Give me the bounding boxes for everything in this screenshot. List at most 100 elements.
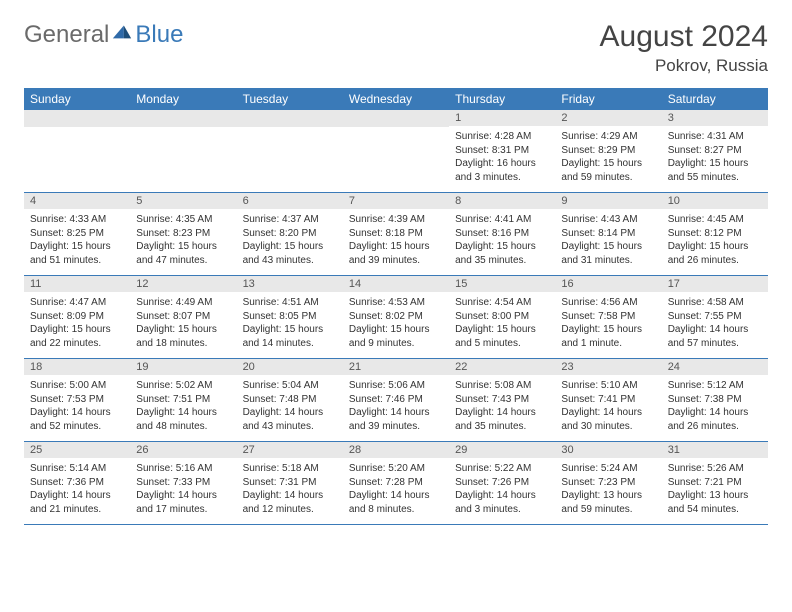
calendar-day-cell: 13Sunrise: 4:51 AMSunset: 8:05 PMDayligh… [237,276,343,359]
sunset-text: Sunset: 8:09 PM [30,310,124,324]
day-content: Sunrise: 4:45 AMSunset: 8:12 PMDaylight:… [662,209,768,275]
sunset-text: Sunset: 8:23 PM [136,227,230,241]
calendar-day-cell: 9Sunrise: 4:43 AMSunset: 8:14 PMDaylight… [555,193,661,276]
calendar-day-cell: 3 Sunrise: 4:31 AMSunset: 8:27 PMDaylight… [662,110,768,193]
day-content: Sunrise: 5:24 AMSunset: 7:23 PMDaylight:… [555,458,661,524]
daylight-text: Daylight: 15 hours and 35 minutes. [455,240,549,267]
day-number: 31 [662,442,768,458]
day-content [130,127,236,185]
day-number: 3 [662,110,768,126]
logo-icon [111,20,133,49]
sunset-text: Sunset: 7:53 PM [30,393,124,407]
calendar-day-cell: 20Sunrise: 5:04 AMSunset: 7:48 PMDayligh… [237,359,343,442]
sunrise-text: Sunrise: 4:31 AM [668,130,762,144]
day-content: Sunrise: 4:54 AMSunset: 8:00 PMDaylight:… [449,292,555,358]
day-content: Sunrise: 5:12 AMSunset: 7:38 PMDaylight:… [662,375,768,441]
day-content: Sunrise: 4:43 AMSunset: 8:14 PMDaylight:… [555,209,661,275]
sunset-text: Sunset: 7:33 PM [136,476,230,490]
sunset-text: Sunset: 7:41 PM [561,393,655,407]
daylight-text: Daylight: 14 hours and 52 minutes. [30,406,124,433]
sunrise-text: Sunrise: 5:00 AM [30,379,124,393]
daylight-text: Daylight: 15 hours and 9 minutes. [349,323,443,350]
calendar-day-cell: 21Sunrise: 5:06 AMSunset: 7:46 PMDayligh… [343,359,449,442]
sunset-text: Sunset: 8:12 PM [668,227,762,241]
sunrise-text: Sunrise: 4:33 AM [30,213,124,227]
day-content [24,127,130,185]
day-number: 17 [662,276,768,292]
day-header: Thursday [449,88,555,110]
calendar-day-cell: 19Sunrise: 5:02 AMSunset: 7:51 PMDayligh… [130,359,236,442]
calendar-day-cell [24,110,130,193]
day-content: Sunrise: 5:04 AMSunset: 7:48 PMDaylight:… [237,375,343,441]
sunrise-text: Sunrise: 5:16 AM [136,462,230,476]
day-number: 4 [24,193,130,209]
day-content: Sunrise: 4:33 AMSunset: 8:25 PMDaylight:… [24,209,130,275]
sunset-text: Sunset: 8:00 PM [455,310,549,324]
daylight-text: Daylight: 15 hours and 47 minutes. [136,240,230,267]
calendar-day-cell: 5Sunrise: 4:35 AMSunset: 8:23 PMDaylight… [130,193,236,276]
day-content: Sunrise: 4:39 AMSunset: 8:18 PMDaylight:… [343,209,449,275]
day-number: 21 [343,359,449,375]
title-block: August 2024 Pokrov, Russia [600,20,768,76]
calendar-day-cell: 11Sunrise: 4:47 AMSunset: 8:09 PMDayligh… [24,276,130,359]
sunset-text: Sunset: 7:36 PM [30,476,124,490]
logo-text-general: General [24,21,109,49]
calendar-week-row: 25Sunrise: 5:14 AMSunset: 7:36 PMDayligh… [24,442,768,525]
day-number [343,110,449,127]
day-number [237,110,343,127]
daylight-text: Daylight: 14 hours and 48 minutes. [136,406,230,433]
sunrise-text: Sunrise: 4:56 AM [561,296,655,310]
sunset-text: Sunset: 8:31 PM [455,144,549,158]
sunset-text: Sunset: 7:43 PM [455,393,549,407]
day-header: Saturday [662,88,768,110]
daylight-text: Daylight: 15 hours and 14 minutes. [243,323,337,350]
sunset-text: Sunset: 8:14 PM [561,227,655,241]
daylight-text: Daylight: 15 hours and 55 minutes. [668,157,762,184]
day-content: Sunrise: 4:56 AMSunset: 7:58 PMDaylight:… [555,292,661,358]
calendar-day-cell [237,110,343,193]
sunrise-text: Sunrise: 5:10 AM [561,379,655,393]
day-number: 16 [555,276,661,292]
sunset-text: Sunset: 8:20 PM [243,227,337,241]
sunset-text: Sunset: 7:23 PM [561,476,655,490]
sunset-text: Sunset: 8:27 PM [668,144,762,158]
day-number: 25 [24,442,130,458]
daylight-text: Daylight: 14 hours and 57 minutes. [668,323,762,350]
calendar-day-cell: 12Sunrise: 4:49 AMSunset: 8:07 PMDayligh… [130,276,236,359]
day-number: 8 [449,193,555,209]
daylight-text: Daylight: 14 hours and 43 minutes. [243,406,337,433]
calendar-day-cell: 30Sunrise: 5:24 AMSunset: 7:23 PMDayligh… [555,442,661,525]
day-content: Sunrise: 5:00 AMSunset: 7:53 PMDaylight:… [24,375,130,441]
day-number: 10 [662,193,768,209]
daylight-text: Daylight: 14 hours and 35 minutes. [455,406,549,433]
daylight-text: Daylight: 15 hours and 51 minutes. [30,240,124,267]
day-number: 1 [449,110,555,126]
day-number: 9 [555,193,661,209]
daylight-text: Daylight: 14 hours and 8 minutes. [349,489,443,516]
day-number: 11 [24,276,130,292]
day-content: Sunrise: 4:28 AMSunset: 8:31 PMDaylight:… [449,126,555,192]
daylight-text: Daylight: 14 hours and 30 minutes. [561,406,655,433]
calendar-day-cell: 31Sunrise: 5:26 AMSunset: 7:21 PMDayligh… [662,442,768,525]
sunrise-text: Sunrise: 5:04 AM [243,379,337,393]
calendar-table: SundayMondayTuesdayWednesdayThursdayFrid… [24,88,768,525]
day-number: 26 [130,442,236,458]
sunrise-text: Sunrise: 4:53 AM [349,296,443,310]
day-content: Sunrise: 5:16 AMSunset: 7:33 PMDaylight:… [130,458,236,524]
day-content: Sunrise: 4:37 AMSunset: 8:20 PMDaylight:… [237,209,343,275]
calendar-week-row: 4Sunrise: 4:33 AMSunset: 8:25 PMDaylight… [24,193,768,276]
day-number: 19 [130,359,236,375]
sunset-text: Sunset: 7:58 PM [561,310,655,324]
sunrise-text: Sunrise: 4:35 AM [136,213,230,227]
sunrise-text: Sunrise: 4:49 AM [136,296,230,310]
day-number: 22 [449,359,555,375]
daylight-text: Daylight: 14 hours and 12 minutes. [243,489,337,516]
daylight-text: Daylight: 15 hours and 18 minutes. [136,323,230,350]
day-number: 18 [24,359,130,375]
sunrise-text: Sunrise: 4:43 AM [561,213,655,227]
daylight-text: Daylight: 13 hours and 54 minutes. [668,489,762,516]
calendar-day-cell [343,110,449,193]
header: General Blue August 2024 Pokrov, Russia [24,20,768,76]
calendar-day-cell [130,110,236,193]
daylight-text: Daylight: 13 hours and 59 minutes. [561,489,655,516]
